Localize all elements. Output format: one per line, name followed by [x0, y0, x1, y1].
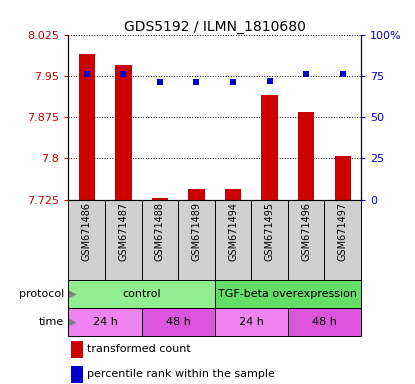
FancyBboxPatch shape: [215, 280, 361, 308]
Text: time: time: [39, 316, 64, 326]
FancyBboxPatch shape: [142, 200, 178, 280]
FancyBboxPatch shape: [288, 200, 325, 280]
Text: ▶: ▶: [66, 288, 77, 299]
Bar: [298, 112, 315, 200]
FancyBboxPatch shape: [68, 280, 215, 308]
FancyBboxPatch shape: [325, 200, 361, 280]
Text: protocol: protocol: [19, 288, 64, 299]
Text: 48 h: 48 h: [166, 316, 190, 326]
Text: GSM671488: GSM671488: [155, 202, 165, 261]
FancyBboxPatch shape: [215, 308, 288, 336]
Text: transformed count: transformed count: [87, 344, 191, 354]
FancyBboxPatch shape: [215, 200, 251, 280]
Text: GSM671494: GSM671494: [228, 202, 238, 261]
Text: GSM671497: GSM671497: [338, 202, 348, 261]
Bar: [225, 189, 241, 200]
FancyBboxPatch shape: [178, 200, 215, 280]
Text: GSM671495: GSM671495: [265, 202, 275, 261]
Bar: [151, 198, 168, 200]
Bar: [78, 54, 95, 200]
Text: GSM671487: GSM671487: [118, 202, 128, 261]
Bar: [188, 189, 205, 200]
FancyBboxPatch shape: [251, 200, 288, 280]
Text: ▶: ▶: [66, 316, 77, 326]
Text: control: control: [122, 288, 161, 299]
Text: TGF-beta overexpression: TGF-beta overexpression: [218, 288, 357, 299]
Text: percentile rank within the sample: percentile rank within the sample: [87, 369, 275, 379]
FancyBboxPatch shape: [288, 308, 361, 336]
Text: 24 h: 24 h: [239, 316, 264, 326]
Title: GDS5192 / ILMN_1810680: GDS5192 / ILMN_1810680: [124, 20, 306, 33]
Text: GSM671486: GSM671486: [82, 202, 92, 261]
Bar: [115, 65, 132, 200]
Bar: [71, 341, 83, 358]
FancyBboxPatch shape: [68, 308, 142, 336]
Text: GSM671496: GSM671496: [301, 202, 311, 261]
FancyBboxPatch shape: [68, 200, 105, 280]
FancyBboxPatch shape: [105, 200, 142, 280]
Bar: [334, 156, 351, 200]
Text: 48 h: 48 h: [312, 316, 337, 326]
Text: 24 h: 24 h: [93, 316, 117, 326]
Text: GSM671489: GSM671489: [191, 202, 201, 261]
Bar: [261, 95, 278, 200]
Bar: [71, 366, 83, 383]
FancyBboxPatch shape: [142, 308, 215, 336]
